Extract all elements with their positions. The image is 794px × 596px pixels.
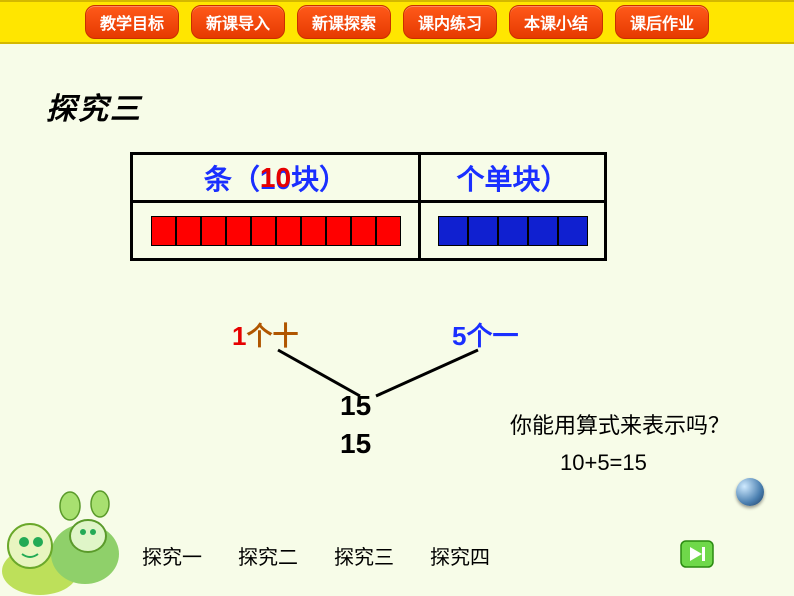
tens-blocks-cell — [132, 202, 420, 260]
ones-blocks-cell — [420, 202, 606, 260]
tens-block — [201, 216, 226, 246]
tens-block — [276, 216, 301, 246]
tens-block — [351, 216, 376, 246]
tens-block — [176, 216, 201, 246]
ones-block — [468, 216, 498, 246]
place-value-table: 条（10块） 10 个单块） — [130, 152, 607, 261]
tens-block — [376, 216, 401, 246]
sum-value-2: 15 — [340, 428, 371, 460]
number-bond-diagram: 1个十 5个一 15 15 — [160, 310, 600, 490]
decorative-orb — [736, 478, 764, 506]
ten-label-number: 1 — [232, 321, 246, 351]
tens-blocks-row — [133, 203, 418, 258]
sum-value-1: 15 — [340, 390, 371, 422]
ten-label-text: 个十 — [246, 321, 298, 351]
page-title: 探究三 — [46, 84, 142, 128]
nav-btn-homework[interactable]: 课后作业 — [615, 5, 709, 39]
question-text: 你能用算式来表示吗？ — [510, 408, 730, 440]
ones-block — [498, 216, 528, 246]
equation-text: 10+5=15 — [560, 450, 647, 476]
explore-link-3[interactable]: 探究三 — [334, 541, 394, 570]
nav-btn-intro[interactable]: 新课导入 — [191, 5, 285, 39]
tens-header: 条（10块） 10 — [132, 154, 420, 202]
one-label: 5个一 — [452, 316, 518, 353]
nav-btn-explore[interactable]: 新课探索 — [297, 5, 391, 39]
explore-link-1[interactable]: 探究一 — [142, 541, 202, 570]
tens-block — [226, 216, 251, 246]
ten-label: 1个十 — [232, 316, 298, 353]
tens-block — [251, 216, 276, 246]
tens-header-overlay: 10 — [260, 162, 291, 194]
top-nav-bar: 教学目标 新课导入 新课探索 课内练习 本课小结 课后作业 — [0, 0, 794, 44]
tens-block — [326, 216, 351, 246]
explore-link-2[interactable]: 探究二 — [238, 541, 298, 570]
diagram-lines — [160, 310, 600, 490]
ones-header-text: 个单块） — [456, 164, 568, 195]
ones-block — [558, 216, 588, 246]
tens-block — [301, 216, 326, 246]
nav-btn-practice[interactable]: 课内练习 — [403, 5, 497, 39]
ones-block — [528, 216, 558, 246]
next-button[interactable] — [680, 540, 714, 568]
play-forward-icon — [680, 540, 714, 568]
nav-btn-goal[interactable]: 教学目标 — [85, 5, 179, 39]
ones-header: 个单块） — [420, 154, 606, 202]
explore-link-4[interactable]: 探究四 — [430, 541, 490, 570]
nav-btn-summary[interactable]: 本课小结 — [509, 5, 603, 39]
tens-block — [151, 216, 176, 246]
ones-block — [438, 216, 468, 246]
explore-sub-nav: 探究一 探究二 探究三 探究四 — [142, 541, 490, 570]
ones-blocks-row — [421, 203, 604, 258]
mascot-decoration — [0, 476, 130, 596]
